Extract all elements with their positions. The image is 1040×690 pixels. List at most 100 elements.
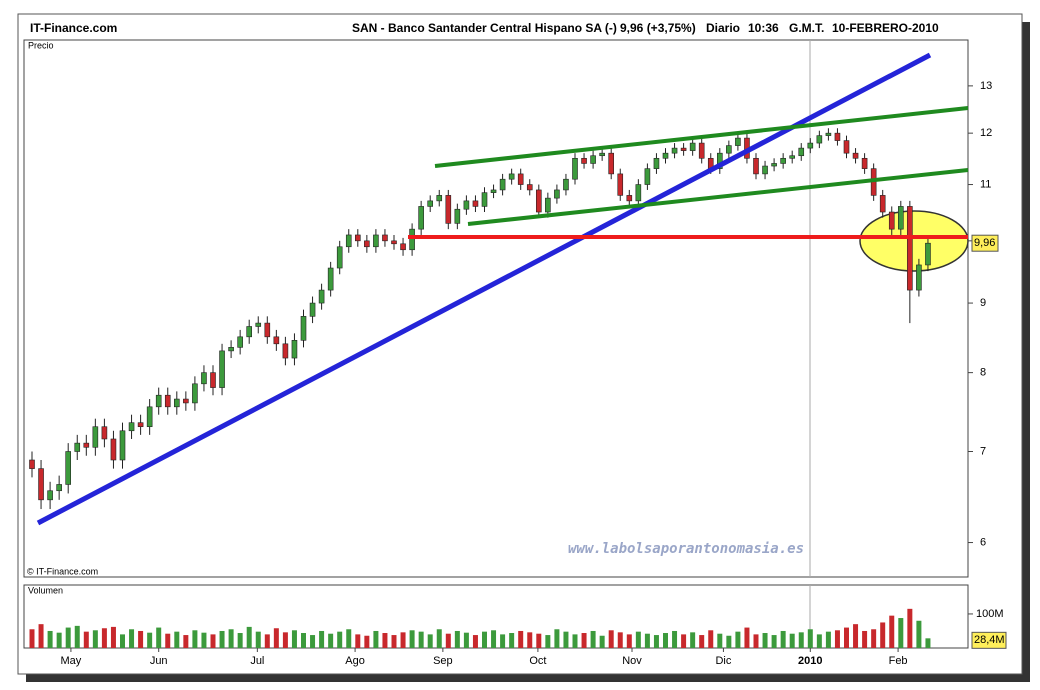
volume-bar bbox=[373, 630, 379, 648]
candle-body bbox=[563, 178, 569, 191]
candle-body bbox=[219, 350, 225, 388]
x-tick-label: Jul bbox=[250, 655, 264, 667]
candle-body bbox=[74, 442, 81, 452]
candle-body bbox=[472, 200, 479, 207]
candle-body bbox=[834, 132, 841, 141]
highlight-ellipse bbox=[859, 210, 969, 272]
x-tick-label: Jun bbox=[150, 655, 168, 667]
candle-body bbox=[110, 438, 117, 461]
volume-bar bbox=[608, 630, 614, 648]
candle-body bbox=[119, 430, 126, 461]
candle-body bbox=[698, 142, 705, 159]
candle-body bbox=[246, 326, 252, 338]
candle-body bbox=[409, 228, 415, 251]
volume-bar bbox=[255, 631, 261, 648]
volume-bar bbox=[337, 631, 343, 648]
candle-body bbox=[925, 242, 931, 266]
volume-bar bbox=[871, 629, 877, 648]
candle-body bbox=[879, 195, 886, 213]
candle-body bbox=[735, 137, 741, 146]
candle-body bbox=[83, 442, 90, 448]
candle-body bbox=[38, 468, 44, 501]
volume-bar bbox=[92, 630, 98, 648]
candle-body bbox=[499, 178, 506, 191]
candle-body bbox=[445, 195, 452, 224]
trendline bbox=[36, 52, 932, 526]
candle-body bbox=[753, 157, 759, 175]
candle-body bbox=[101, 426, 108, 440]
y-tick-label: 100M bbox=[976, 608, 1004, 620]
time: 10:36 bbox=[748, 21, 779, 35]
candle-body bbox=[210, 372, 216, 388]
volume-bar bbox=[880, 622, 886, 648]
volume-bar bbox=[789, 633, 795, 648]
candle-body bbox=[427, 200, 434, 207]
candle-body bbox=[644, 168, 651, 185]
volume-bar bbox=[427, 634, 433, 648]
volume-bar bbox=[762, 633, 768, 648]
candle-body bbox=[300, 316, 307, 341]
candle-body bbox=[282, 343, 289, 359]
axes: 6789101112139,96100M28,4MMayJunJulAgoSep… bbox=[61, 80, 1007, 667]
candle-body bbox=[382, 234, 388, 242]
candle-body bbox=[599, 152, 605, 157]
candle-body bbox=[916, 264, 922, 291]
volume-bar bbox=[301, 633, 306, 648]
volume-bar bbox=[346, 629, 352, 648]
header: IT-Finance.com SAN - Banco Santander Cen… bbox=[30, 21, 939, 35]
volume-bar bbox=[436, 629, 442, 648]
volume-bar bbox=[210, 634, 216, 648]
volume-bar bbox=[472, 635, 478, 648]
volume-bar bbox=[572, 634, 578, 648]
volume-bar bbox=[273, 628, 279, 648]
candle-body bbox=[897, 206, 904, 230]
price: 9,96 (+3,75%) bbox=[620, 21, 696, 35]
trendline bbox=[467, 168, 969, 226]
candle-body bbox=[617, 173, 624, 196]
volume-bar bbox=[807, 629, 813, 648]
candle-body bbox=[354, 234, 361, 242]
y-tick-label: 13 bbox=[980, 80, 992, 92]
candle-body bbox=[273, 336, 280, 345]
volume-bar bbox=[653, 635, 659, 648]
volume-bar bbox=[228, 629, 234, 648]
candle-body bbox=[780, 157, 786, 164]
candle-body bbox=[554, 189, 560, 199]
candle-body bbox=[400, 243, 406, 251]
volume-bar bbox=[291, 630, 297, 648]
volume-bar bbox=[672, 630, 678, 648]
y-tick-label: 12 bbox=[980, 127, 992, 139]
y-tick-label: 7 bbox=[980, 445, 986, 457]
volume-bar bbox=[635, 631, 641, 648]
candle-body bbox=[201, 372, 207, 385]
volume-bar bbox=[463, 632, 469, 648]
candle-body bbox=[608, 152, 615, 175]
last-price-label: 9,96 bbox=[974, 237, 995, 249]
volume-bar bbox=[617, 632, 623, 648]
candle-body bbox=[689, 142, 696, 151]
candle-body bbox=[373, 234, 379, 248]
candle-body bbox=[137, 422, 144, 428]
panel-title: Volumen bbox=[28, 585, 63, 595]
candle-body bbox=[545, 197, 551, 213]
volume-bar bbox=[183, 635, 189, 648]
candle-body bbox=[391, 240, 397, 245]
volume-bar bbox=[29, 629, 35, 648]
candle-body bbox=[852, 152, 859, 159]
volume-bar bbox=[509, 633, 515, 648]
volume-bar bbox=[47, 630, 53, 648]
volume-bar bbox=[65, 627, 71, 648]
candle-body bbox=[789, 155, 796, 159]
volume-bar bbox=[310, 635, 316, 648]
volume-bar bbox=[536, 633, 542, 648]
candle-body bbox=[192, 383, 198, 404]
last-volume-label: 28,4M bbox=[974, 634, 1005, 646]
volume-bar bbox=[771, 635, 777, 648]
volume-bar bbox=[563, 631, 569, 648]
volume-bar bbox=[409, 630, 415, 648]
candle-body bbox=[816, 135, 823, 144]
volume-bar bbox=[644, 633, 650, 648]
copyright: © IT-Finance.com bbox=[27, 566, 98, 576]
y-tick-label: 6 bbox=[980, 536, 986, 548]
